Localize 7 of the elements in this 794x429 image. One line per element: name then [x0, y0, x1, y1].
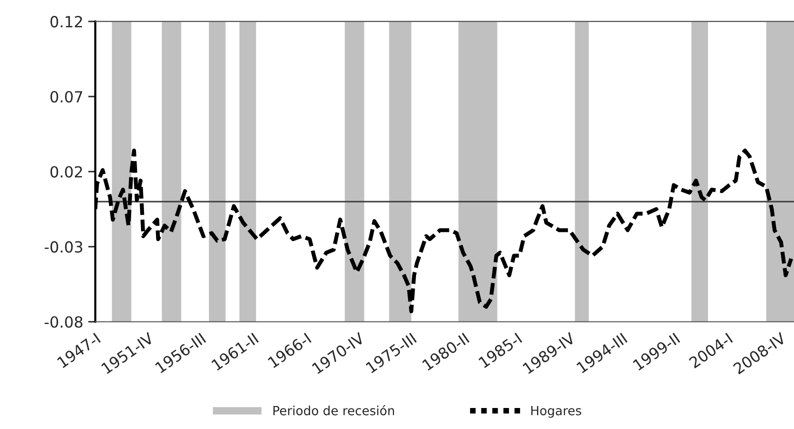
y-tick-label: -0.03: [44, 241, 82, 253]
legend-label: Periodo de recesión: [273, 405, 394, 416]
y-tick-label: 0.02: [50, 166, 82, 178]
y-tick-label: 0.12: [50, 16, 82, 28]
y-tick-label: -0.08: [44, 316, 82, 328]
legend-label: Hogares: [531, 406, 582, 418]
y-tick-label: 0.07: [50, 90, 82, 103]
